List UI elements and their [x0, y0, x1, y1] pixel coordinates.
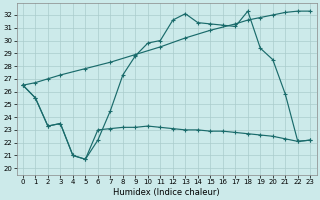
X-axis label: Humidex (Indice chaleur): Humidex (Indice chaleur): [113, 188, 220, 197]
